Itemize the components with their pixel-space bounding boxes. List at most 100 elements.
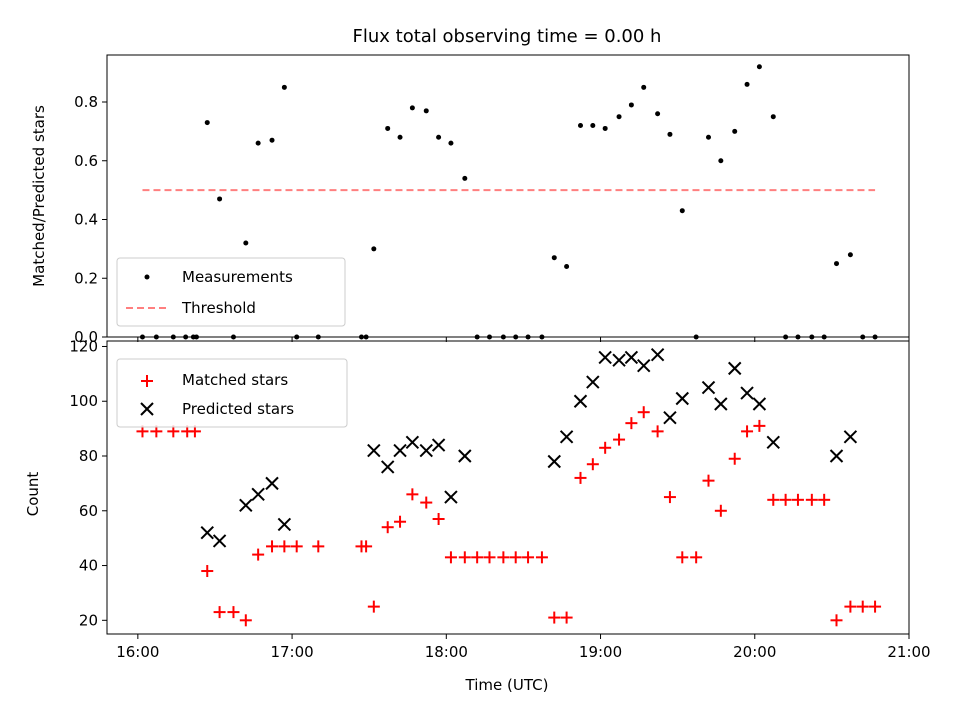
matched-star-point [312,540,325,553]
predicted-star-point [367,443,381,458]
top-legend: Measurements Threshold [116,257,346,327]
measurement-point [255,140,261,146]
matched-star-point [213,606,226,619]
measurement-point [628,102,634,108]
top-panel-frame [106,54,910,338]
matched-star-point [278,540,291,553]
legend-threshold-label: Threshold [181,299,256,317]
measurement-point [462,175,468,181]
matched-star-point [290,540,303,553]
measurement-point [436,134,442,140]
measurement-point [409,105,415,111]
bottom-legend-box [116,358,348,428]
bottom-panel: Count Time (UTC) 20 40 60 80 100 120 16:00 17:… [24,337,931,694]
matched-star-point [471,551,484,564]
predicted-star-point [624,350,639,365]
top-ytick-label: 0.4 [74,211,98,229]
top-ytick-label: 0.8 [74,93,98,111]
measurement-point [847,252,853,258]
predicted-star-point [444,490,458,504]
matched-star-point [599,441,612,454]
matched-star-point [651,425,664,438]
measurement-point [204,120,210,126]
legend-matched-label: Matched stars [182,371,288,389]
matched-star-point [497,551,510,564]
predicted-star-point [740,386,754,400]
bottom-ytick-label: 120 [69,337,98,355]
matched-star-point [522,551,535,564]
top-plot-area [139,64,878,340]
predicted-star-point [598,350,612,365]
bottom-ytick-label: 40 [79,557,98,575]
legend-predicted-label: Predicted stars [182,400,294,418]
matched-star-point [613,433,626,446]
predicted-star-point [277,517,292,532]
matched-star-point [869,600,882,613]
matched-star-point [779,493,792,506]
matched-star-point [560,611,573,624]
predicted-star-point [393,443,407,458]
measurement-point [602,125,608,131]
matched-star-point [483,551,496,564]
predicted-star-point [612,353,626,367]
bottom-xtick-label: 21:00 [887,643,930,661]
matched-star-point [676,551,689,564]
matched-star-point [548,611,561,624]
bottom-ytick-label: 60 [79,502,98,520]
measurement-point [679,208,685,214]
predicted-star-point [752,397,767,411]
legend-measurements-marker [144,274,150,280]
predicted-star-point [251,487,265,502]
predicted-star-point [239,498,253,513]
matched-star-point [509,551,522,564]
predicted-star-point [728,361,742,376]
predicted-star-point [380,460,395,474]
measurement-point [385,125,391,131]
matched-star-point [266,540,279,553]
predicted-star-point [829,449,844,463]
predicted-star-point [200,525,214,540]
bottom-xtick-label: 18:00 [425,643,468,661]
top-ytick-label: 0.0 [74,328,98,346]
predicted-star-point [212,534,227,548]
predicted-star-point [650,347,665,362]
measurement-point [371,246,377,252]
bottom-ytick-label: 100 [69,392,98,410]
measurement-point [448,140,454,146]
matched-star-point [381,521,394,534]
matched-star-point [444,551,457,564]
matched-star-point [741,425,754,438]
bottom-panel-frame [106,340,910,635]
top-panel: Flux total observing time = 0.00 h Match… [30,26,910,346]
predicted-star-point [458,449,472,463]
measurement-point [616,114,622,120]
matched-star-point [830,614,843,627]
measurement-point [756,64,762,70]
measurement-point [397,134,403,140]
bottom-xtick-label: 17:00 [270,643,313,661]
measurement-point [834,261,840,267]
measurement-point [281,84,287,90]
predicted-star-point [547,454,561,469]
matched-star-point [201,565,214,578]
predicted-star-point [573,394,588,408]
matched-star-point [637,406,650,419]
matched-star-point [458,551,471,564]
legend-predicted-marker [140,402,154,416]
predicted-star-point [663,410,677,425]
measurement-point [706,134,711,140]
predicted-star-point [701,380,716,395]
top-ytick-label: 0.2 [74,269,98,287]
bottom-xtick-label: 16:00 [116,643,159,661]
measurement-point [577,123,583,128]
predicted-star-point [843,430,858,444]
legend-matched-marker [141,375,153,387]
matched-star-point [394,515,407,528]
measurement-point [243,240,249,246]
measurement-point [590,123,596,128]
predicted-star-point [419,443,433,458]
matched-star-point [856,600,869,613]
matched-star-point [535,551,548,564]
measurement-point [641,84,647,90]
bottom-xtick-label: 19:00 [579,643,622,661]
